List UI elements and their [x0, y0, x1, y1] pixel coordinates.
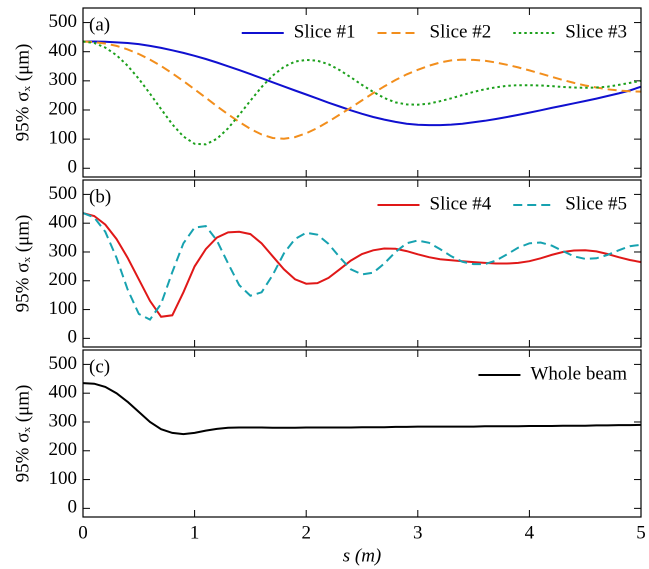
panel-label: (a): [89, 14, 110, 35]
y-tick-label: 200: [49, 98, 78, 119]
y-tick-label: 300: [49, 410, 78, 431]
plot-lines: [83, 40, 641, 146]
panel-label: (b): [89, 186, 111, 207]
y-tick-label: 200: [49, 439, 78, 460]
y-tick-label: 100: [49, 298, 78, 319]
y-tick-label: 100: [49, 468, 78, 489]
x-tick-label: 5: [636, 522, 646, 543]
x-axis-label: s (m): [343, 545, 382, 566]
plot-frame: [82, 349, 642, 518]
legend-label: Slice #1: [294, 21, 356, 42]
y-tick-label: 500: [49, 353, 78, 374]
y-tick-label: 0: [68, 497, 78, 518]
x-tick-label: 0: [78, 522, 88, 543]
x-tick-label: 4: [525, 522, 535, 543]
x-tick-label: 3: [413, 522, 423, 543]
line-series: [83, 382, 641, 436]
legend-label: Whole beam: [530, 363, 627, 384]
plot-lines: [83, 382, 641, 436]
line-series: [83, 212, 641, 321]
y-tick-label: 300: [49, 240, 78, 261]
y-tick-label: 400: [49, 212, 78, 233]
line-series: [83, 40, 641, 127]
legend-label: Slice #2: [430, 21, 492, 42]
y-tick-label: 500: [49, 183, 78, 204]
y-tick-label: 0: [68, 327, 78, 348]
y-tick-label: 500: [49, 11, 78, 32]
legend-label: Slice #5: [565, 193, 627, 214]
y-tick-label: 400: [49, 382, 78, 403]
panel-label: (c): [89, 356, 110, 377]
y-axis-label: 95% σₓ (μm): [12, 385, 33, 483]
line-series: [83, 40, 641, 140]
y-tick-label: 100: [49, 127, 78, 148]
y-tick-label: 0: [68, 157, 78, 178]
y-tick-label: 200: [49, 269, 78, 290]
plot-lines: [83, 212, 641, 321]
y-axis-label: 95% σₓ (μm): [12, 215, 33, 313]
line-series: [83, 40, 641, 146]
line-series: [83, 212, 641, 318]
plot-frame: [82, 7, 642, 178]
plot-frame: [82, 179, 642, 348]
y-axis-label: 95% σₓ (μm): [12, 44, 33, 142]
legend-label: Slice #4: [430, 193, 492, 214]
y-tick-label: 300: [49, 69, 78, 90]
x-tick-label: 1: [190, 522, 200, 543]
legend-label: Slice #3: [565, 21, 627, 42]
y-tick-label: 400: [49, 40, 78, 61]
x-tick-label: 2: [301, 522, 311, 543]
